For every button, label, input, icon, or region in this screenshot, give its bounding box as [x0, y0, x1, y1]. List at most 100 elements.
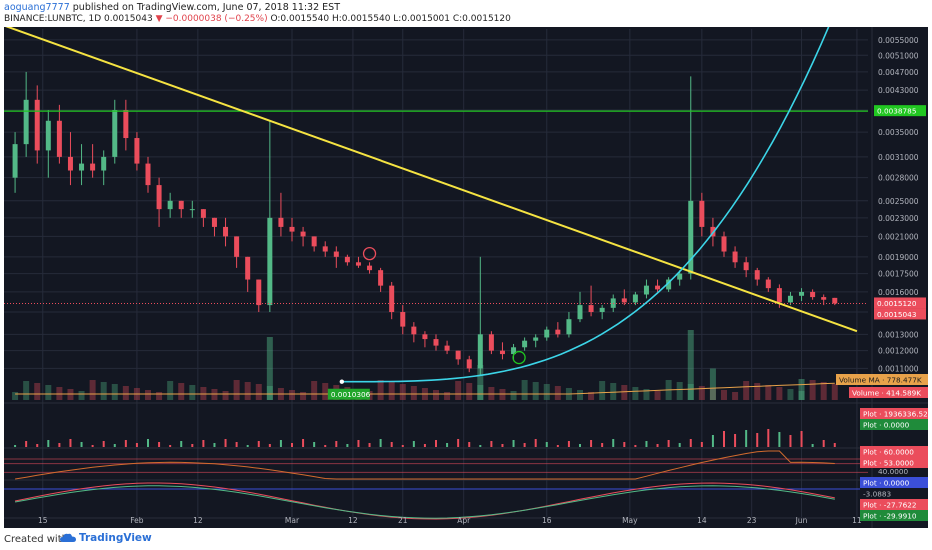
candle-body [511, 347, 517, 355]
candle-body [344, 256, 350, 263]
indicator-1-bar [545, 442, 548, 447]
indicator-1-bar [302, 439, 305, 447]
candle-body [411, 326, 417, 335]
indicator-1-bar [700, 442, 703, 447]
candle-body [765, 279, 771, 289]
indicator-1-bar [811, 444, 814, 447]
candle-body [134, 138, 140, 164]
candle-body [278, 217, 284, 227]
price-tick-label: 0.0019000 [878, 253, 919, 262]
candle-body [621, 298, 627, 303]
indicator-2-label-a-bg [860, 446, 928, 457]
indicator-1-bar [656, 444, 659, 447]
indicator-1-bar [767, 429, 770, 447]
ohlc-readout: O:0.0015540 H:0.0015540 L:0.0015001 C:0.… [270, 14, 511, 24]
candle-body [787, 295, 793, 303]
tradingview-brand: TradingView [79, 532, 152, 544]
time-tick-label: 12 [348, 516, 358, 525]
candle-body [588, 305, 594, 313]
candle-body [721, 236, 727, 252]
candle-body [123, 110, 129, 139]
candle-body [555, 329, 561, 335]
volume-bar [654, 391, 661, 400]
indicator-1-bar [313, 442, 316, 447]
price-chart[interactable]: 0.0055000 0.0051000 0.0047000 0.0043000 0.00… [4, 27, 928, 528]
candle-body [433, 339, 439, 346]
indicator-1-bar [291, 443, 293, 447]
price-tick-label: 0.0012000 [878, 347, 919, 356]
indicator-1-bar [778, 432, 781, 447]
indicator-2-label-a: Plot · 60.0000 [863, 448, 914, 457]
created-with-label: Created with [4, 534, 68, 545]
indicator-1-bar [523, 443, 526, 447]
volume-bar [255, 384, 262, 400]
chart-background [4, 27, 928, 528]
indicator-1-bar [224, 439, 227, 447]
last-price-label: 0.0015043 [877, 310, 917, 319]
indicator-1-bar [191, 444, 194, 447]
indicator-1-bar [734, 434, 737, 447]
volume-bar [643, 389, 650, 400]
candle-body [311, 236, 317, 247]
volume-bar [831, 384, 838, 400]
author-link[interactable]: aoguang7777 [4, 2, 70, 13]
indicator-2-label-b-bg [860, 457, 928, 468]
indicator-3-label-a-bg [860, 499, 928, 510]
volume-bar [111, 384, 118, 400]
indicator-1-bar [235, 442, 238, 447]
time-tick-label: 23 [747, 516, 757, 525]
volume-bar [122, 386, 129, 400]
indicator-1-bar [833, 443, 836, 447]
circle-marker [512, 350, 526, 365]
volume-bar [510, 391, 517, 400]
candle-body [12, 144, 18, 178]
indicator-1-bar [25, 441, 28, 447]
resistance-price-label-bg [874, 105, 926, 117]
indicator-1-bar [69, 439, 72, 447]
indicator-1-bar [379, 439, 382, 447]
candle-body [101, 156, 107, 171]
tradingview-cloud-icon [60, 533, 76, 542]
indicator-1-bar [579, 444, 581, 447]
volume-bar [266, 386, 273, 400]
candle-body [167, 200, 173, 210]
indicator-1-bar [113, 444, 116, 447]
indicator-1-bar [80, 442, 83, 447]
candle-body [23, 99, 29, 145]
volume-bar [809, 380, 816, 400]
price-tick-label: 0.0028000 [878, 174, 919, 183]
candle-body [533, 337, 539, 341]
volume-bar [444, 392, 451, 400]
candle-body [832, 297, 838, 304]
volume-bar [776, 387, 783, 400]
candle-body [799, 291, 805, 296]
candle-body [56, 120, 62, 157]
descending-trendline [5, 27, 858, 333]
candle-body [234, 236, 240, 257]
indicator-1-pane [14, 429, 836, 447]
candle-body [566, 319, 572, 335]
volume-spike [266, 337, 273, 400]
volume-bar [410, 386, 417, 400]
drawings [4, 27, 868, 384]
indicator-1-bar [723, 431, 725, 447]
indicator-1-bar [158, 442, 161, 447]
candle-body [522, 340, 528, 348]
candle-body [189, 209, 195, 211]
volume-bar [787, 389, 794, 400]
indicator-1-bar [446, 443, 449, 447]
volume-bar [433, 390, 439, 400]
candle-body [499, 350, 505, 355]
indicator-1-bar [58, 443, 61, 447]
indicator-3-label-a: Plot · -27.7622 [863, 501, 917, 510]
candle-body [743, 262, 749, 271]
curve-anchor-point [339, 379, 345, 384]
indicator-1-bar [601, 443, 604, 447]
candle-body [322, 246, 328, 252]
price-tick-label: 0.0011000 [878, 364, 919, 373]
indicator-1-bar [202, 440, 205, 447]
low-price-label-bg [327, 388, 370, 400]
time-axis[interactable]: 15 Feb 12 Mar 12 21 Apr 16 May 14 23 Jun 11 [38, 516, 862, 525]
tradingview-logo[interactable]: TradingView [60, 532, 152, 544]
indicator-1-bar [457, 439, 460, 447]
